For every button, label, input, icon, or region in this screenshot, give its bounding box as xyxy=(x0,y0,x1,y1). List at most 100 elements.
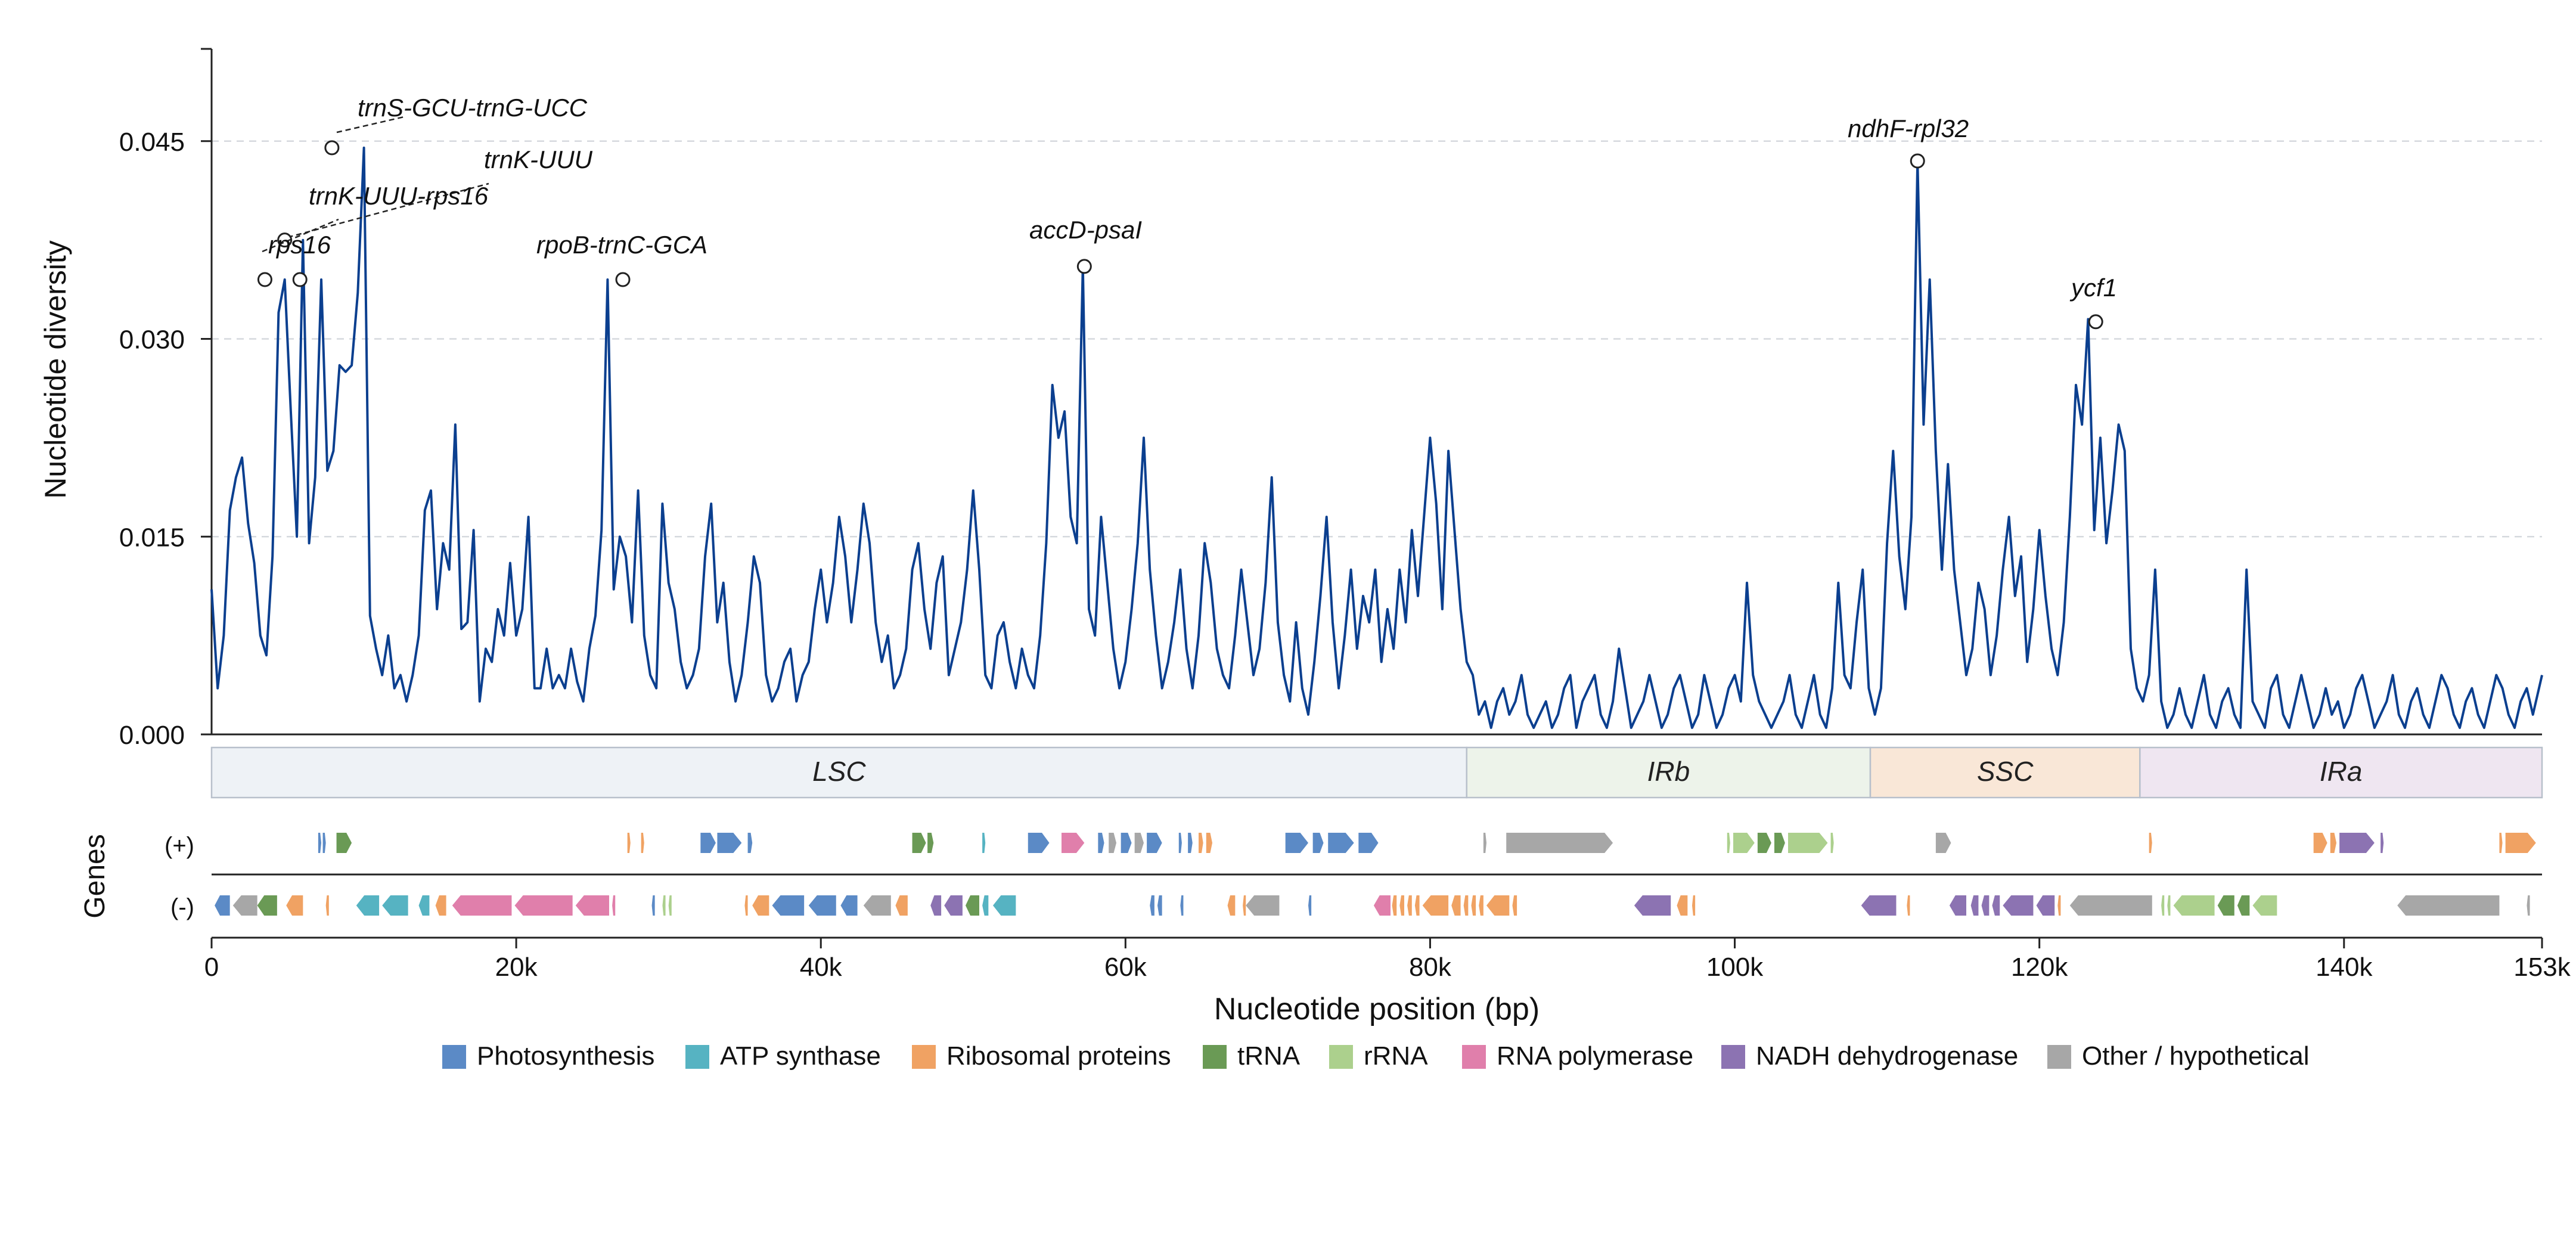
gene-arrow xyxy=(700,833,716,853)
gene-arrow xyxy=(1150,895,1154,916)
gene-arrow xyxy=(356,895,380,916)
diversity-line xyxy=(210,146,2543,729)
legend: Photosynthesis ATP synthase Ribosomal prot… xyxy=(442,1041,2310,1071)
peak-marker xyxy=(292,272,308,287)
legend-label: RNA polymerase xyxy=(1497,1041,1693,1071)
genes-axis-label: Genes xyxy=(79,834,111,918)
gene-arrow xyxy=(215,895,230,916)
gene-arrow xyxy=(1062,833,1085,853)
gene-arrow xyxy=(668,895,672,916)
gene-arrow xyxy=(717,833,742,853)
region-ssc xyxy=(1869,746,2141,799)
gene-arrow xyxy=(2069,895,2152,916)
gene-arrow xyxy=(840,895,858,916)
gene-arrow xyxy=(1479,895,1483,916)
gene-arrow xyxy=(2036,895,2055,916)
y-tick-label: 0.045 xyxy=(119,128,185,157)
gene-arrow xyxy=(1199,833,1203,853)
legend-label: NADH dehydrogenase xyxy=(1756,1041,2018,1071)
peak-annotations: trnS-GCU-trnG-UCC trnK-UUU trnK-UUU-rps16 r… xyxy=(257,94,2117,330)
legend-label: Other / hypothetical xyxy=(2082,1041,2310,1071)
gene-arrow xyxy=(1788,833,1828,853)
x-tick-label: 60k xyxy=(1104,953,1147,982)
legend-swatch xyxy=(2047,1045,2071,1069)
gene-arrow xyxy=(1312,833,1324,853)
gene-arrow xyxy=(1243,895,1246,916)
peak-label: trnS-GCU-trnG-UCC xyxy=(358,94,588,122)
legend-swatch xyxy=(1462,1045,1486,1069)
gene-arrow xyxy=(1134,833,1144,853)
gene-arrow xyxy=(1392,895,1397,916)
gene-arrow xyxy=(2149,833,2152,853)
gene-arrow xyxy=(1178,833,1182,853)
gene-arrow xyxy=(1935,833,1951,853)
x-tick-label: 20k xyxy=(495,953,538,982)
annotation-leader xyxy=(336,116,405,134)
gene-arrow xyxy=(2505,833,2536,853)
legend-label: tRNA xyxy=(1237,1041,1301,1071)
gene-arrow xyxy=(1949,895,1966,916)
gene-arrow xyxy=(1463,895,1469,916)
gridlines xyxy=(212,140,2542,538)
genes-minus-track xyxy=(215,895,2530,916)
gene-arrow xyxy=(418,895,430,916)
gene-arrow xyxy=(1358,833,1379,853)
gene-arrow xyxy=(1512,895,1517,916)
gene-arrow xyxy=(575,895,609,916)
gene-arrow xyxy=(1757,833,1771,853)
x-axis: 0 20k 40k 60k 80k 100k 120k 140k 153k xyxy=(204,936,2571,982)
y-tick-label: 0.015 xyxy=(119,523,185,552)
gene-arrow xyxy=(2499,833,2503,853)
peak-label: rps16 xyxy=(268,231,331,259)
gene-arrow xyxy=(1028,833,1050,853)
region-label: IRb xyxy=(1647,756,1690,787)
strand-plus-label: (+) xyxy=(165,833,194,859)
gene-arrow xyxy=(944,895,963,916)
gene-arrow xyxy=(1483,833,1486,853)
gene-arrow xyxy=(2217,895,2234,916)
gene-arrow xyxy=(752,895,769,916)
gene-arrow xyxy=(1907,895,1910,916)
gene-arrow xyxy=(747,833,753,853)
gene-arrow xyxy=(772,895,805,916)
gene-arrow xyxy=(2313,833,2327,853)
legend-label: rRNA xyxy=(1364,1041,1428,1071)
gene-arrow xyxy=(895,895,908,916)
gene-arrow xyxy=(452,895,512,916)
gene-arrow xyxy=(1727,833,1730,853)
x-tick-label: 100k xyxy=(1706,953,1764,982)
legend-swatch xyxy=(442,1045,466,1069)
gene-arrow xyxy=(982,833,986,853)
gene-arrow xyxy=(1328,833,1354,853)
annotation-leader xyxy=(262,218,339,253)
gene-arrow xyxy=(1981,895,1990,916)
peak-label: ndhF-rpl32 xyxy=(1848,114,1969,142)
gene-arrow xyxy=(1451,895,1461,916)
x-axis-label: Nucleotide position (bp) xyxy=(1214,992,1540,1026)
peak-marker xyxy=(324,140,340,156)
gene-arrow xyxy=(808,895,836,916)
gene-arrow xyxy=(1407,895,1412,916)
gene-arrow xyxy=(1414,895,1420,916)
strand-minus-label: (-) xyxy=(170,894,194,920)
gene-arrow xyxy=(1634,895,1671,916)
gene-arrow xyxy=(1206,833,1212,853)
legend-swatch xyxy=(685,1045,709,1069)
legend-label: ATP synthase xyxy=(720,1041,881,1071)
gene-arrow xyxy=(927,833,934,853)
legend-label: Ribosomal proteins xyxy=(946,1041,1171,1071)
x-tick-label: 80k xyxy=(1409,953,1452,982)
gene-arrow xyxy=(1830,833,1834,853)
gene-arrow xyxy=(2397,895,2500,916)
gene-arrow xyxy=(744,895,748,916)
gene-arrow xyxy=(1227,895,1236,916)
gene-arrow xyxy=(1970,895,1979,916)
y-tick-label: 0.000 xyxy=(119,721,185,750)
y-axis-label: Nucleotide diversity xyxy=(39,240,72,499)
gene-arrow xyxy=(435,895,446,916)
gene-arrow xyxy=(1733,833,1755,853)
gene-arrow xyxy=(336,833,352,853)
region-label: IRa xyxy=(2320,756,2363,787)
gene-arrow xyxy=(2167,895,2171,916)
gene-arrow xyxy=(1861,895,1897,916)
